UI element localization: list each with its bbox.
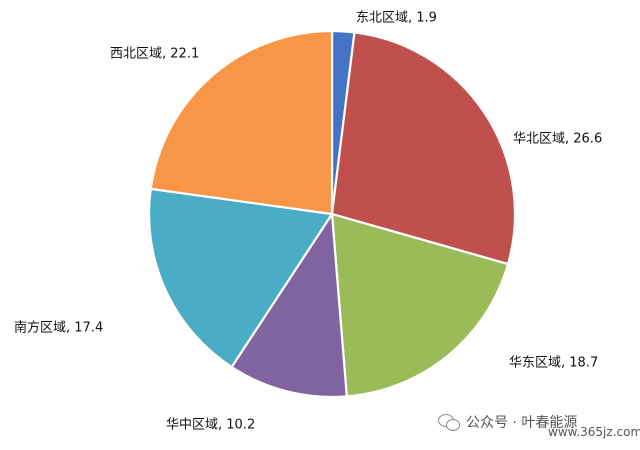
pie-slice-6 bbox=[149, 29, 334, 216]
slice-label-3: 华东区域, 18.7 bbox=[509, 356, 598, 371]
watermark-text: 公众号 · 叶春能源 bbox=[466, 415, 578, 431]
slice-label-1: 东北区域, 1.9 bbox=[356, 11, 437, 26]
wechat-icon bbox=[438, 413, 460, 431]
pie-slice-5 bbox=[147, 187, 334, 369]
slice-label-6: 西北区域, 22.1 bbox=[110, 47, 199, 62]
slice-label-4: 华中区域, 10.2 bbox=[166, 418, 255, 433]
pie-slice-4 bbox=[230, 210, 349, 399]
pie-slice-3 bbox=[330, 212, 510, 398]
pie-slice-2 bbox=[330, 31, 517, 266]
watermark-site: www.365jz.com bbox=[548, 425, 640, 439]
slice-label-5: 南方区域, 17.4 bbox=[14, 320, 103, 336]
watermark: 公众号 · 叶春能源 bbox=[438, 406, 577, 438]
slice-label-2: 华北区域, 26.6 bbox=[513, 132, 602, 147]
